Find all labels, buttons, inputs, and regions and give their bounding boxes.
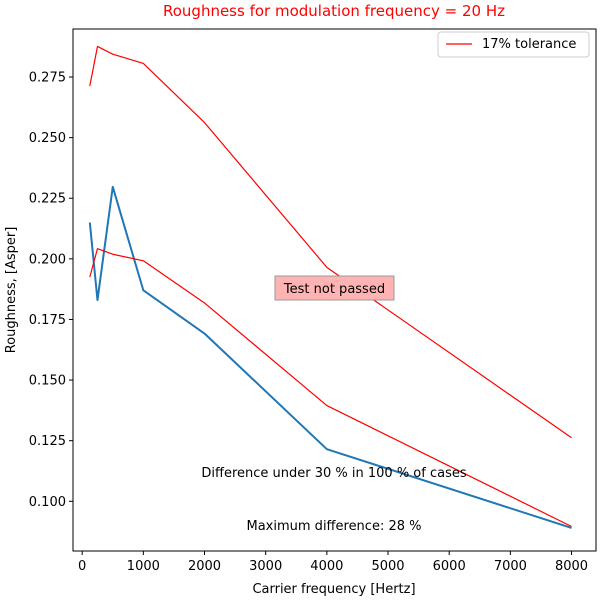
x-tick-label: 3000 [249,559,282,574]
y-tick-label: 0.250 [29,131,66,146]
y-tick-label: 0.150 [29,374,66,389]
x-tick-label: 1000 [127,559,160,574]
y-tick-label: 0.175 [29,313,66,328]
x-tick-label: 0 [78,559,86,574]
x-tick-label: 6000 [433,559,466,574]
legend: 17% tolerance [437,31,590,58]
plot-area: 0 1000 2000 3000 4000 5000 6000 7000 8000 0.1000… [29,28,597,574]
status-box: Test not passed [274,275,395,301]
status-text: Test not passed [283,282,385,297]
x-tick-label: 8000 [555,559,588,574]
y-tick-label: 0.225 [29,192,66,207]
y-tick-label: 0.200 [29,252,66,267]
series-layer [88,45,572,529]
axes-frame [72,28,597,552]
x-tick-label: 4000 [310,559,343,574]
x-tick-label: 5000 [371,559,404,574]
y-tick-label: 0.100 [29,495,66,510]
y-tick-label: 0.275 [29,71,66,86]
y-axis-label: Roughness, [Asper] [4,227,19,354]
legend-label-tolerance: 17% tolerance [482,37,576,52]
max-difference-annotation: Maximum difference: 28 % [247,519,422,534]
measured-roughness-line [88,185,572,529]
upper-tolerance-line [89,45,572,439]
y-tick-label: 0.125 [29,434,66,449]
x-axis-label: Carrier frequency [Hertz] [252,582,415,597]
lower-tolerance-line [89,248,572,528]
x-tick-label: 7000 [494,559,527,574]
legend-box [437,31,590,58]
status-box-background [274,275,395,301]
x-tick-label: 2000 [188,559,221,574]
x-axis-ticks: 0 1000 2000 3000 4000 5000 6000 7000 8000 [78,551,588,574]
chart-title: Roughness for modulation frequency = 20 … [163,2,505,20]
difference-annotation: Difference under 30 % in 100 % of cases [201,466,466,481]
y-axis-ticks: 0.100 0.125 0.150 0.175 0.200 0.225 0.250 0.275 [29,71,73,510]
